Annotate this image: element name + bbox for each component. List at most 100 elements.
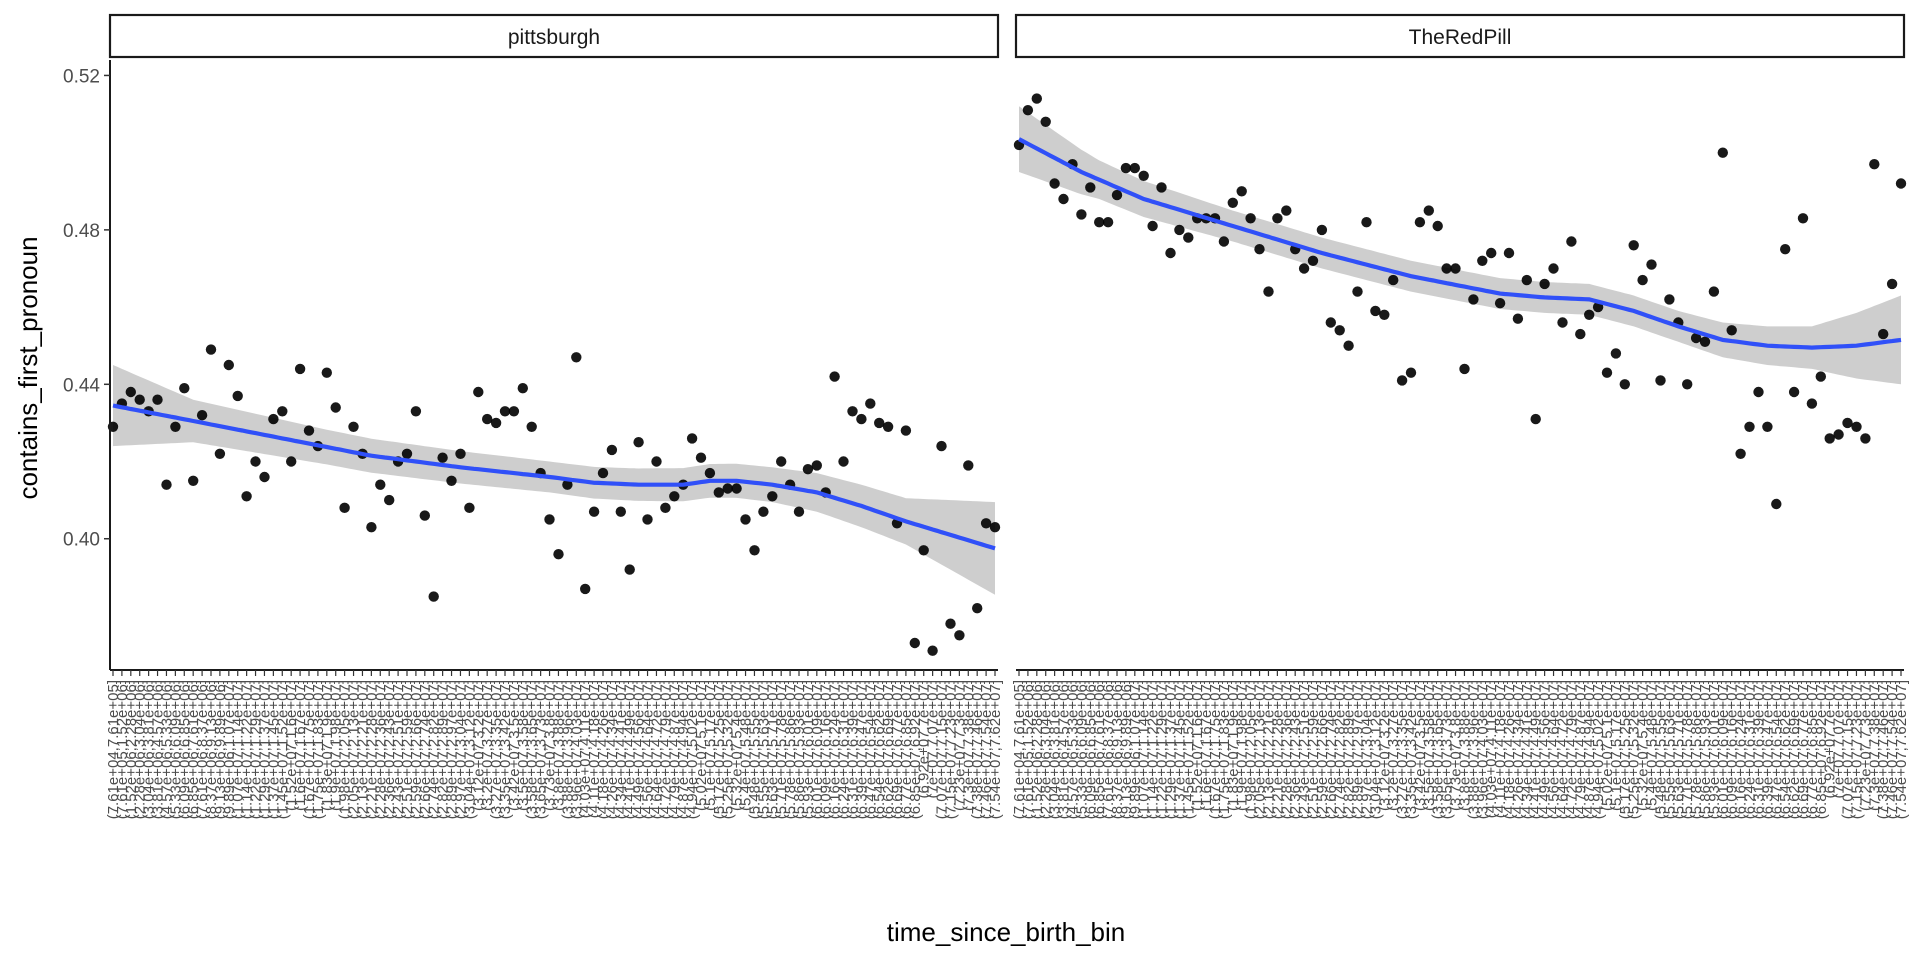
x-tick-label: (3.35e+07,3.42e+07] xyxy=(1403,680,1420,819)
data-point xyxy=(1414,217,1426,228)
data-point xyxy=(455,448,466,459)
x-tick-label: (7e+07,7.07e+07] xyxy=(1831,680,1848,798)
data-point xyxy=(1450,263,1461,274)
data-point xyxy=(1468,294,1479,305)
y-tick-label: 0.44 xyxy=(63,375,100,396)
data-point xyxy=(1432,220,1443,232)
data-point xyxy=(1343,340,1354,351)
x-tick-label: (1.67e+07,1.75e+07] xyxy=(301,680,318,819)
x-tick-label: (7.61e+05,1.52e+06] xyxy=(1020,680,1037,819)
x-tick-label: (2.28e+07,2.36e+07] xyxy=(1278,680,1295,819)
data-point xyxy=(1699,336,1711,347)
x-tick-label: (5.4e+07,5.48e+07] xyxy=(1644,680,1661,811)
data-point xyxy=(1628,240,1639,251)
data-point xyxy=(1459,363,1470,375)
x-tick-label: (3.81e+06,4.57e+06] xyxy=(150,680,167,819)
x-tick-label: (6.62e+07,6.69e+07] xyxy=(880,680,897,819)
data-point xyxy=(660,502,671,513)
data-point xyxy=(1040,116,1051,128)
data-point xyxy=(366,522,377,533)
data-point xyxy=(918,545,929,556)
x-tick-label: (4.72e+07,4.79e+07] xyxy=(1563,680,1580,819)
x-tick-label: (4.64e+07,4.72e+07] xyxy=(1555,680,1572,819)
data-point xyxy=(945,618,956,629)
x-tick-label: (6.09e+06,6.85e+06] xyxy=(176,680,193,819)
x-tick-label: (5.78e+07,5.86e+07] xyxy=(1688,680,1705,819)
data-point xyxy=(749,545,760,556)
x-tick-label: (6.77e+07,6.85e+07] xyxy=(898,680,915,819)
data-point xyxy=(490,417,502,429)
x-tick-label: (5.63e+07,5.71e+07] xyxy=(1670,680,1687,819)
x-tick-label: (2.74e+07,2.82e+07] xyxy=(426,680,443,819)
x-tick-label: (6.09e+06,6.85e+06] xyxy=(1082,680,1099,819)
data-point xyxy=(473,386,484,398)
x-tick-label: (6.31e+07,6.39e+07] xyxy=(1751,680,1768,819)
x-tick-label: (7.61e+06,8.37e+06] xyxy=(1100,680,1117,819)
data-point xyxy=(125,386,136,398)
x-tick-label: (2.43e+07,2.51e+07] xyxy=(1296,680,1313,819)
x-tick-label: (1.75e+07,1.83e+07] xyxy=(1216,680,1233,819)
x-tick-label: (4.34e+07,4.41e+07] xyxy=(613,680,630,819)
data-point xyxy=(1361,217,1372,228)
data-point xyxy=(713,487,724,498)
data-point xyxy=(642,514,653,525)
x-tick-label: (3.12e+07,3.2e+07] xyxy=(470,680,487,811)
data-point xyxy=(1441,263,1452,274)
x-tick-label: (3.12e+07,3.2e+07] xyxy=(1376,680,1393,811)
x-tick-label: (3.04e+06,3.81e+06] xyxy=(1047,680,1064,819)
y-tick-label: 0.40 xyxy=(63,530,100,551)
x-tick-label: (4.03e+07,4.11e+07] xyxy=(1483,680,1500,818)
data-point xyxy=(1521,274,1533,286)
data-point xyxy=(1690,332,1702,344)
data-point xyxy=(633,437,644,448)
x-tick-label: (1.29e+07,1.37e+07] xyxy=(257,680,274,819)
x-tick-label: (3.65e+07,3.73e+07] xyxy=(533,680,550,819)
x-tick-label: (5.78e+07,5.86e+07] xyxy=(782,680,799,819)
data-point xyxy=(134,394,145,405)
x-tick-label: (6.62e+07,6.69e+07] xyxy=(1786,680,1803,819)
x-tick-label: (3.04e+06,3.81e+06] xyxy=(141,680,158,819)
x-tick-label: (3.8e+07,3.88e+07] xyxy=(551,680,568,811)
x-tick-label: (2.82e+07,2.89e+07] xyxy=(1341,680,1358,819)
x-tick-label: (6.85e+06,7.61e+06] xyxy=(1091,680,1108,819)
data-point xyxy=(1530,413,1541,425)
data-point xyxy=(232,390,243,402)
x-tick-label: (3.27e+07,3.35e+07] xyxy=(1394,680,1411,819)
data-point xyxy=(1869,159,1880,170)
y-tick-label: 0.48 xyxy=(63,221,100,242)
data-point xyxy=(170,421,181,432)
data-point xyxy=(615,506,626,517)
data-point xyxy=(1860,433,1871,444)
data-point xyxy=(1183,232,1194,243)
data-point xyxy=(1584,309,1595,320)
data-point xyxy=(811,460,822,471)
x-tick-label: (5.33e+06,6.09e+06] xyxy=(167,680,184,819)
x-tick-label: (6.16e+07,6.24e+07] xyxy=(1733,680,1750,819)
y-tick-label: 0.52 xyxy=(63,66,100,87)
x-tick-label: (3.5e+07,3.58e+07] xyxy=(515,680,532,811)
x-tick-label: (3.04e+07,3.12e+07] xyxy=(461,680,478,819)
x-tick-label: (2.59e+07,2.66e+07] xyxy=(1314,680,1331,819)
x-tick-label: (3.58e+07,3.65e+07] xyxy=(1430,680,1447,819)
data-point xyxy=(740,514,751,525)
data-point xyxy=(286,456,297,467)
data-point xyxy=(793,506,805,517)
x-tick-label: (3.73e+07,3.8e+07] xyxy=(542,680,559,811)
data-point xyxy=(1886,278,1898,290)
x-tick-label: (1.14e+07,1.22e+07] xyxy=(239,680,256,819)
x-tick-label: (7.38e+07,7.46e+07] xyxy=(1875,680,1892,819)
x-tick-label: (4.79e+07,4.87e+07] xyxy=(1572,680,1589,819)
data-point xyxy=(1022,105,1034,116)
x-tick-label: (6.09e+07,6.16e+07] xyxy=(1724,680,1741,819)
x-tick-label: (7.23e+07,7.3e+07] xyxy=(951,680,968,811)
data-point xyxy=(776,456,787,467)
x-tick-label: (1.07e+07,1.14e+07] xyxy=(1136,680,1153,819)
data-point xyxy=(544,514,555,525)
x-tick-label: (8.37e+06,9.13e+06] xyxy=(203,680,220,819)
x-tick-label: (5.48e+07,5.55e+07] xyxy=(747,680,764,819)
data-point xyxy=(250,456,261,467)
x-tick-label: (6.85e+06,7.61e+06] xyxy=(185,680,202,819)
x-tick-label: (5.17e+07,5.25e+07] xyxy=(711,680,728,819)
x-tick-label: (2.21e+07,2.28e+07] xyxy=(1269,680,1286,819)
